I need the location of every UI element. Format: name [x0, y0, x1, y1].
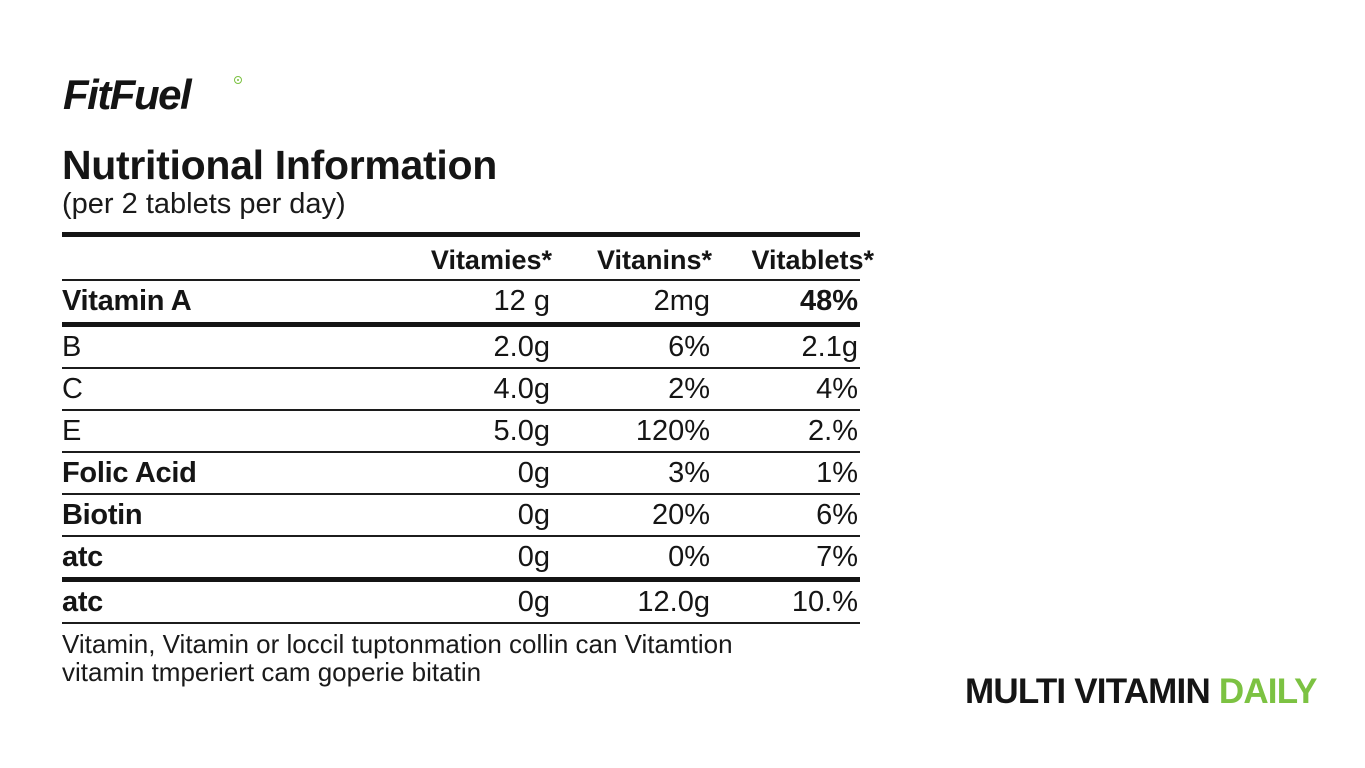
table-cell: 5.0g: [493, 415, 550, 447]
table-row: Biotin 0g 20% 6%: [62, 495, 860, 535]
row-label: atc: [62, 586, 104, 618]
table-row: E 5.0g 120% 2.%: [62, 411, 860, 451]
table-cell: 1%: [816, 457, 858, 489]
divider: [62, 279, 860, 281]
table-cell: 3%: [668, 457, 710, 489]
divider: [62, 451, 860, 453]
table-cell: 0g: [517, 457, 550, 489]
row-label: B: [62, 331, 82, 363]
product-tagline: MULTI VITAMIN DAILY: [965, 674, 1317, 709]
row-label: E: [62, 415, 82, 447]
table-row: atc 0g 12.0g 10.%: [62, 582, 860, 622]
column-header: Vitablets*: [751, 245, 874, 275]
table-header-row: Vitamies* Vitanins* Vitablets*: [62, 237, 874, 279]
table-cell: 2%: [668, 373, 710, 405]
footnote: Vitamin, Vitamin or loccil tuptonmation …: [62, 630, 862, 686]
row-label: Folic Acid: [62, 457, 197, 489]
table-cell: 4%: [816, 373, 858, 405]
row-label: Biotin: [62, 499, 143, 531]
nutrition-table: Vitamies* Vitanins* Vitablets* Vitamin A…: [62, 232, 874, 624]
table-cell: 4.0g: [493, 373, 550, 405]
table-cell: 20%: [651, 499, 710, 531]
divider: [62, 577, 860, 582]
table-cell: 0g: [517, 499, 550, 531]
table-bottom-rule: [62, 622, 860, 624]
table-cell: 0g: [517, 541, 550, 573]
footnote-line: Vitamin, Vitamin or loccil tuptonmation …: [62, 629, 733, 659]
table-cell: 12.0g: [637, 586, 710, 618]
table-row: atc 0g 0% 7%: [62, 537, 860, 577]
divider: [62, 367, 860, 369]
table-row: Vitamin A 12 g 2mg 48%: [62, 281, 860, 322]
table-cell: 7%: [816, 541, 858, 573]
footnote-line: vitamin tmperiert cam goperie bitatin: [62, 657, 482, 687]
table-row: C 4.0g 2% 4%: [62, 369, 860, 409]
table-row: B 2.0g 6% 2.1g: [62, 327, 860, 367]
page-subtitle: (per 2 tablets per day): [62, 188, 346, 220]
tagline-accent: DAILY: [1218, 672, 1318, 711]
page-title: Nutritional Information: [62, 142, 497, 188]
table-cell: 6%: [668, 331, 710, 363]
table-cell: 120%: [635, 415, 710, 447]
table-cell: 2.%: [808, 415, 858, 447]
column-header: Vitanins*: [596, 245, 712, 275]
divider: [62, 409, 860, 411]
table-cell: 10.%: [791, 586, 858, 618]
table-cell: 12 g: [493, 285, 550, 317]
table-top-rule: [62, 232, 860, 237]
row-label: C: [62, 373, 83, 405]
registered-mark-icon: [234, 76, 242, 84]
divider: [62, 322, 860, 327]
divider: [62, 535, 860, 537]
row-label: atc: [62, 541, 104, 573]
row-label: Vitamin A: [62, 285, 192, 317]
table-cell: 0g: [517, 586, 550, 618]
table-cell: 6%: [816, 499, 858, 531]
table-cell: 48%: [799, 285, 858, 317]
table-cell: 2.0g: [493, 331, 550, 363]
column-header: Vitamies*: [430, 245, 552, 275]
table-cell: 2mg: [653, 285, 710, 317]
table-cell: 2.1g: [801, 331, 858, 363]
table-cell: 0%: [668, 541, 710, 573]
brand-logo: FitFuel: [63, 71, 192, 118]
table-row: Folic Acid 0g 3% 1%: [62, 453, 860, 493]
tagline-main: MULTI VITAMIN: [965, 672, 1219, 711]
divider: [62, 493, 860, 495]
